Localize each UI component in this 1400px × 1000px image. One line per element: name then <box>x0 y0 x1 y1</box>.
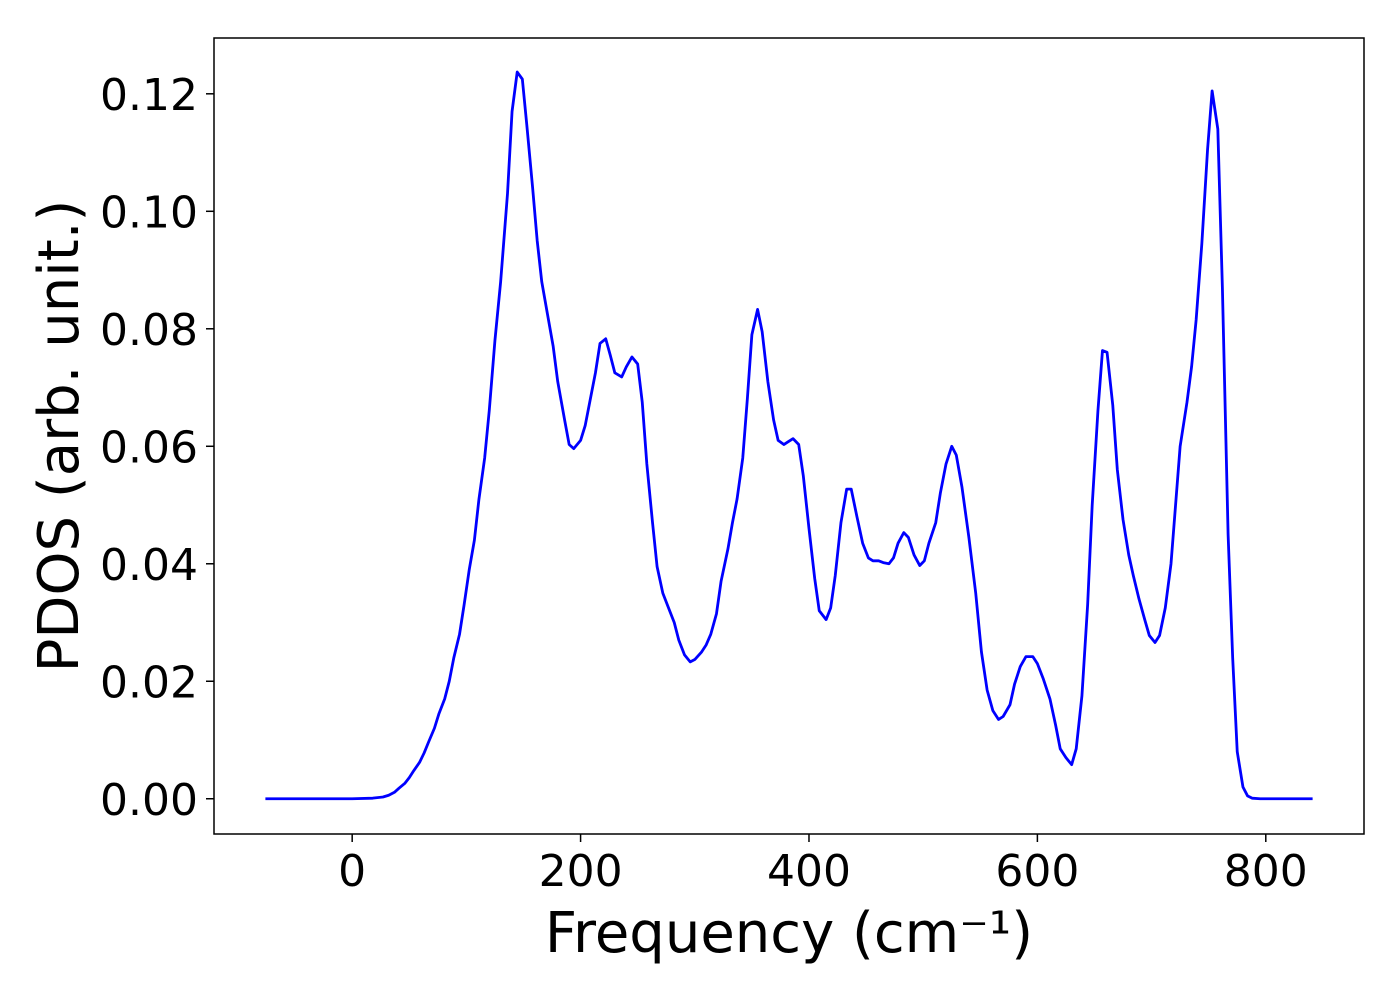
y-axis-label: PDOS (arb. unit.) <box>27 200 92 673</box>
y-tick-label: 0.06 <box>100 422 198 473</box>
x-tick-label: 0 <box>338 846 366 897</box>
y-tick-label: 0.00 <box>100 775 198 826</box>
y-tick-label: 0.08 <box>100 305 198 356</box>
x-tick-label: 600 <box>995 846 1079 897</box>
y-tick-label: 0.04 <box>100 540 198 591</box>
y-tick-label: 0.02 <box>100 657 198 708</box>
x-tick-label: 400 <box>767 846 851 897</box>
x-tick-label: 200 <box>539 846 623 897</box>
y-tick-label: 0.12 <box>100 70 198 121</box>
x-tick-label: 800 <box>1224 846 1308 897</box>
data-line <box>265 70 1313 801</box>
x-axis-label: Frequency (cm⁻¹) <box>545 901 1033 966</box>
plot-frame <box>213 37 1365 835</box>
y-tick-label: 0.10 <box>100 187 198 238</box>
